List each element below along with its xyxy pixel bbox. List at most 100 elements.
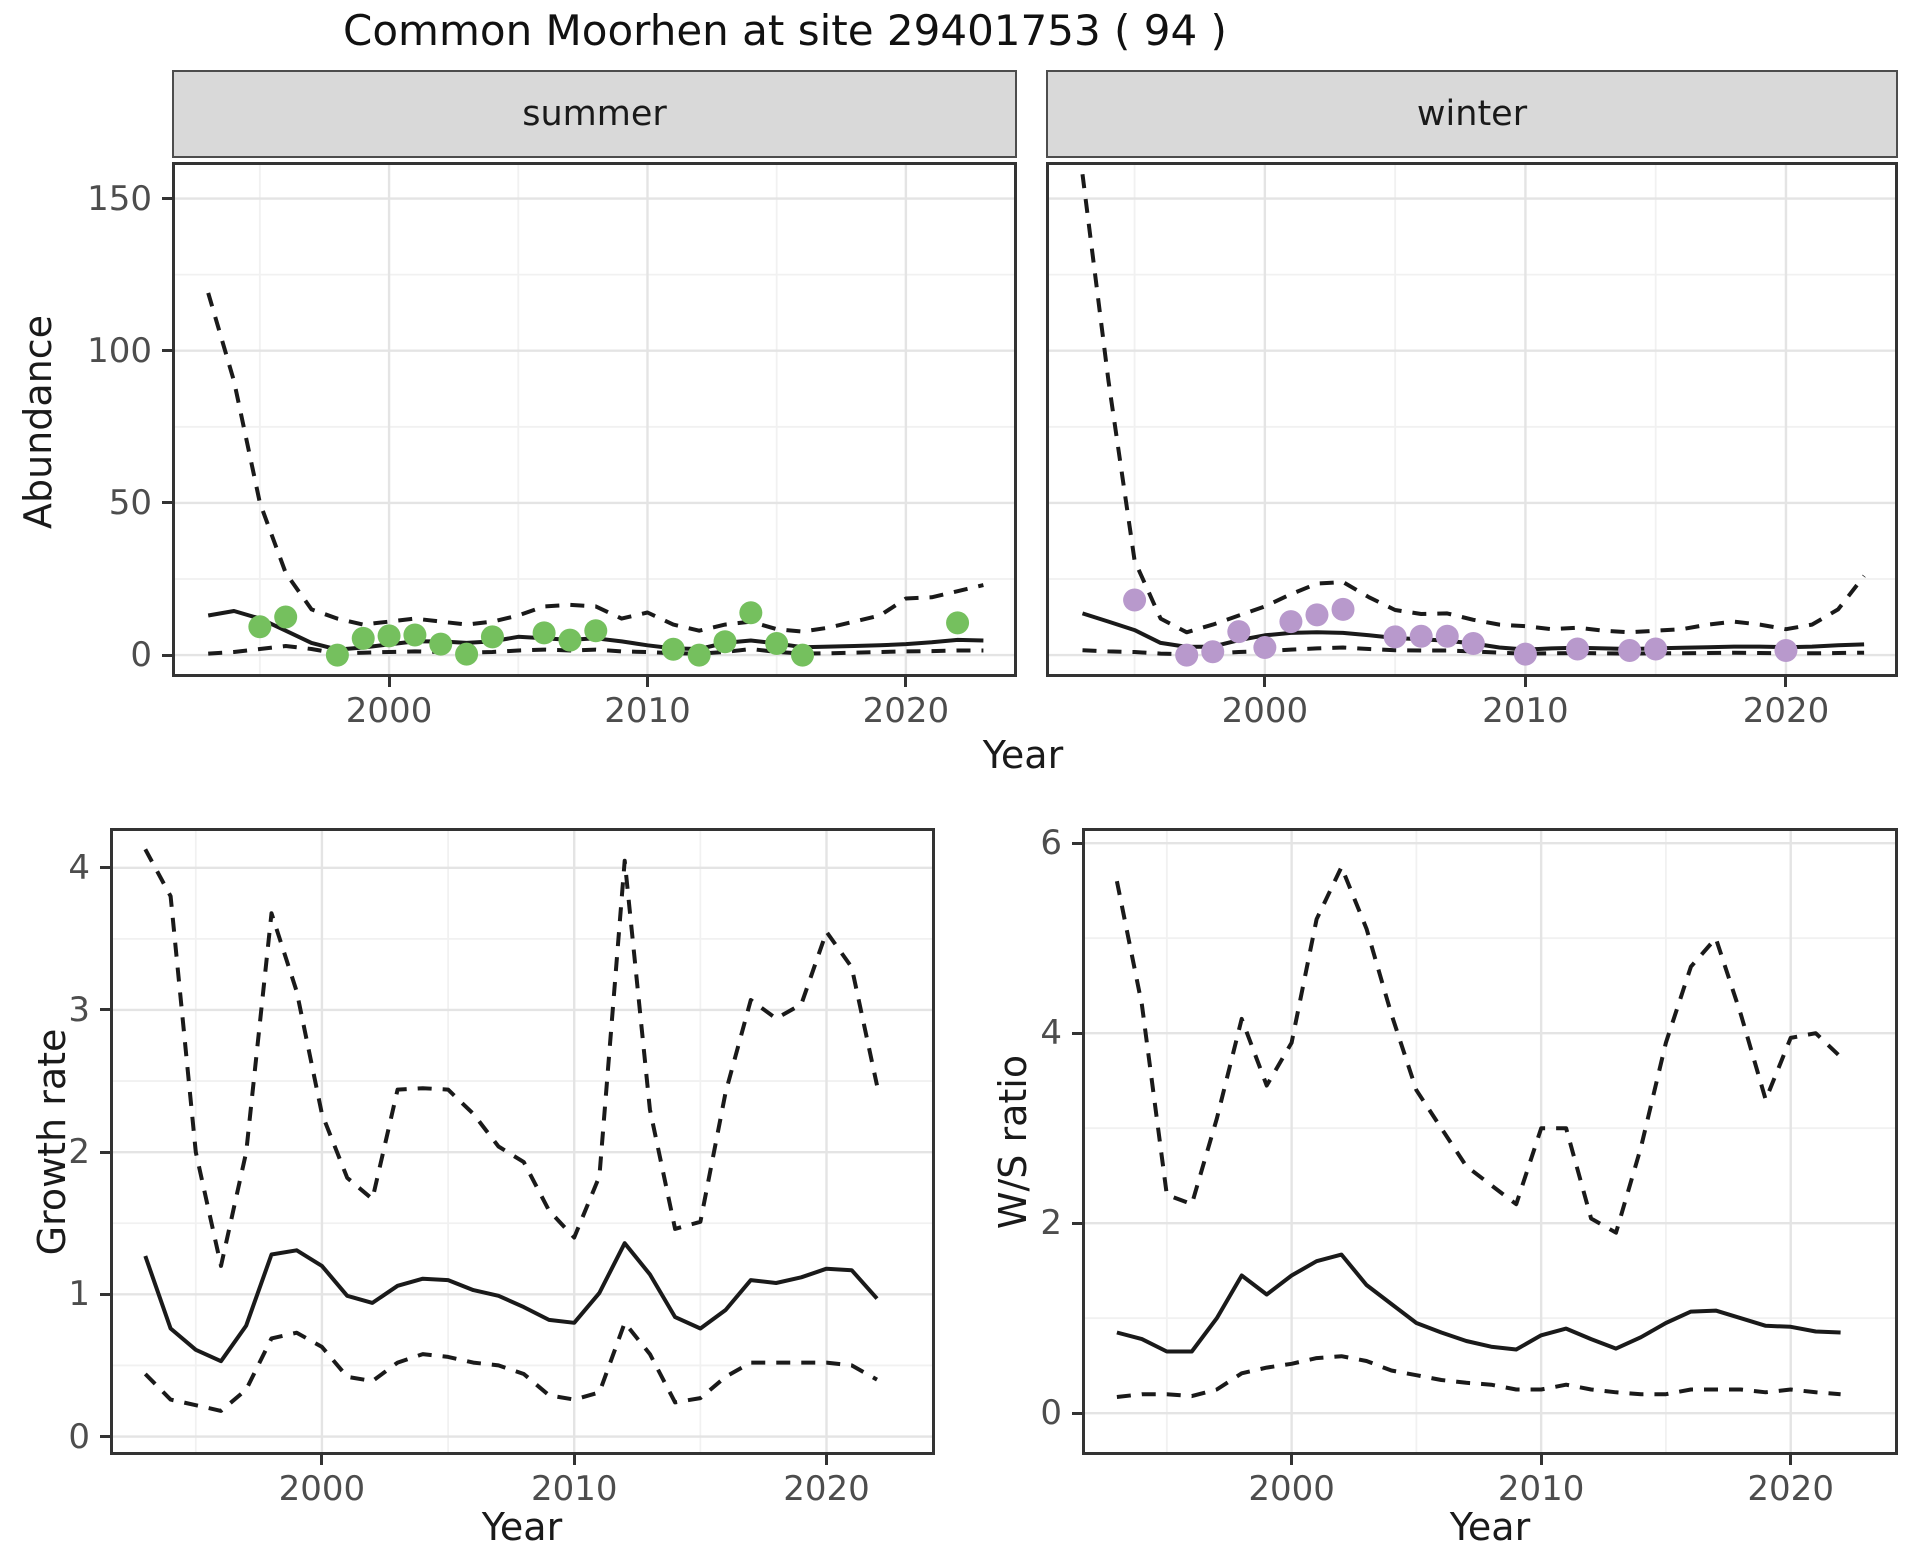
y-tick-label: 4 xyxy=(1040,1013,1062,1054)
observed-point xyxy=(1618,639,1642,663)
observed-point xyxy=(325,643,349,667)
x-tick-label: 2020 xyxy=(862,691,950,731)
observed-point xyxy=(351,626,375,650)
ws-ratio-panel xyxy=(1082,828,1898,1455)
x-tick-label: 2000 xyxy=(278,1469,366,1509)
panel-border xyxy=(172,162,1017,677)
minor-gridlines xyxy=(110,828,935,1455)
major-gridlines xyxy=(1082,828,1898,1455)
x-tick-label: 2020 xyxy=(783,1469,870,1509)
observed-point xyxy=(1175,643,1199,667)
x-tick-label: 2010 xyxy=(1482,691,1569,731)
observed-point xyxy=(1123,588,1147,612)
observed-point xyxy=(455,642,479,666)
x-tick-mark xyxy=(1263,677,1267,687)
observed-point xyxy=(791,643,815,667)
y-tick-mark xyxy=(100,1435,110,1439)
observed-point xyxy=(1253,635,1277,659)
x-tick-mark xyxy=(904,677,908,687)
y-tick-label: 2 xyxy=(1040,1203,1062,1244)
observed-point xyxy=(687,643,711,667)
upper_ci-line xyxy=(1114,865,1842,1235)
y-tick-mark xyxy=(1072,1221,1082,1225)
y-tick-mark xyxy=(162,197,172,201)
y-tick-label: 4 xyxy=(68,847,90,888)
y-tick-label: 100 xyxy=(87,330,152,371)
x-tick-mark xyxy=(1784,677,1788,687)
x-tick-mark xyxy=(572,1455,576,1465)
panel-border xyxy=(1046,162,1898,677)
minor-gridlines xyxy=(1046,162,1898,677)
x-tick-mark xyxy=(1523,677,1527,687)
facet-strip-summer-label: summer xyxy=(522,94,667,134)
observed-point xyxy=(558,628,582,652)
y-tick-label: 0 xyxy=(130,635,152,676)
observed-point xyxy=(1383,625,1407,649)
y-tick-label: 0 xyxy=(68,1416,90,1457)
top-year-axis-title: Year xyxy=(982,733,1064,777)
x-tick-label: 2010 xyxy=(530,1469,618,1509)
y-tick-mark xyxy=(100,866,110,870)
observed-point xyxy=(1461,632,1485,656)
facet-strip-winter-label: winter xyxy=(1416,94,1528,134)
major-gridlines xyxy=(172,162,1017,677)
x-tick-mark xyxy=(320,1455,324,1465)
y-tick-label: 6 xyxy=(1040,823,1062,864)
observed-point xyxy=(1644,637,1668,661)
observed-point xyxy=(1774,639,1798,663)
major-gridlines xyxy=(110,828,935,1455)
observed-point xyxy=(713,630,737,654)
observed-point xyxy=(248,615,272,639)
y-tick-label: 2 xyxy=(68,1132,90,1173)
observed-point xyxy=(1409,624,1433,648)
lower_ci-line xyxy=(1116,1354,1841,1399)
observed-point xyxy=(1513,642,1537,666)
y-tick-mark xyxy=(162,501,172,505)
facet-strip-summer: summer xyxy=(172,70,1017,158)
y-tick-label: 3 xyxy=(68,989,90,1030)
x-tick-label: 2020 xyxy=(1742,691,1830,731)
x-tick-mark xyxy=(387,677,391,687)
x-tick-mark xyxy=(1789,1455,1793,1465)
x-tick-mark xyxy=(1290,1455,1294,1465)
x-tick-label: 2000 xyxy=(345,691,433,731)
lower_ci-line xyxy=(143,1320,878,1413)
growth-rate-panel xyxy=(110,828,935,1455)
major-gridlines xyxy=(1046,162,1898,677)
observed-point xyxy=(403,623,427,647)
median-line xyxy=(1116,1252,1841,1354)
observed-counts xyxy=(248,601,970,667)
x-tick-label: 2000 xyxy=(1248,1469,1335,1509)
y-tick-label: 0 xyxy=(1040,1393,1062,1434)
panel-border xyxy=(110,828,935,1455)
bottom-left-year-axis-title: Year xyxy=(481,1505,563,1549)
x-tick-label: 2020 xyxy=(1747,1469,1834,1509)
y-tick-mark xyxy=(100,1150,110,1154)
minor-gridlines xyxy=(172,162,1017,677)
observed-point xyxy=(1305,603,1329,627)
y-tick-mark xyxy=(100,1292,110,1296)
y-tick-mark xyxy=(162,653,172,657)
x-tick-mark xyxy=(1539,1455,1543,1465)
minor-gridlines xyxy=(1082,828,1898,1455)
observed-point xyxy=(584,619,608,643)
observed-point xyxy=(532,621,556,645)
observed-counts xyxy=(1123,588,1798,667)
observed-point xyxy=(1566,637,1590,661)
abundance-axis-title: Abundance xyxy=(16,314,60,530)
x-tick-mark xyxy=(645,677,649,687)
observed-point xyxy=(1279,610,1303,634)
y-tick-label: 1 xyxy=(68,1274,90,1315)
median-line xyxy=(143,1241,879,1364)
winter-abundance-panel xyxy=(1046,162,1898,677)
panel-border xyxy=(1082,828,1898,1455)
x-tick-label: 2000 xyxy=(1221,691,1309,731)
y-tick-mark xyxy=(100,1008,110,1012)
observed-point xyxy=(1331,597,1355,621)
x-tick-label: 2010 xyxy=(604,691,691,731)
upper_ci-line xyxy=(1080,173,1866,635)
x-tick-label: 2010 xyxy=(1497,1469,1585,1509)
chart-title: Common Moorhen at site 29401753 ( 94 ) xyxy=(343,6,1227,55)
observed-point xyxy=(377,624,401,648)
